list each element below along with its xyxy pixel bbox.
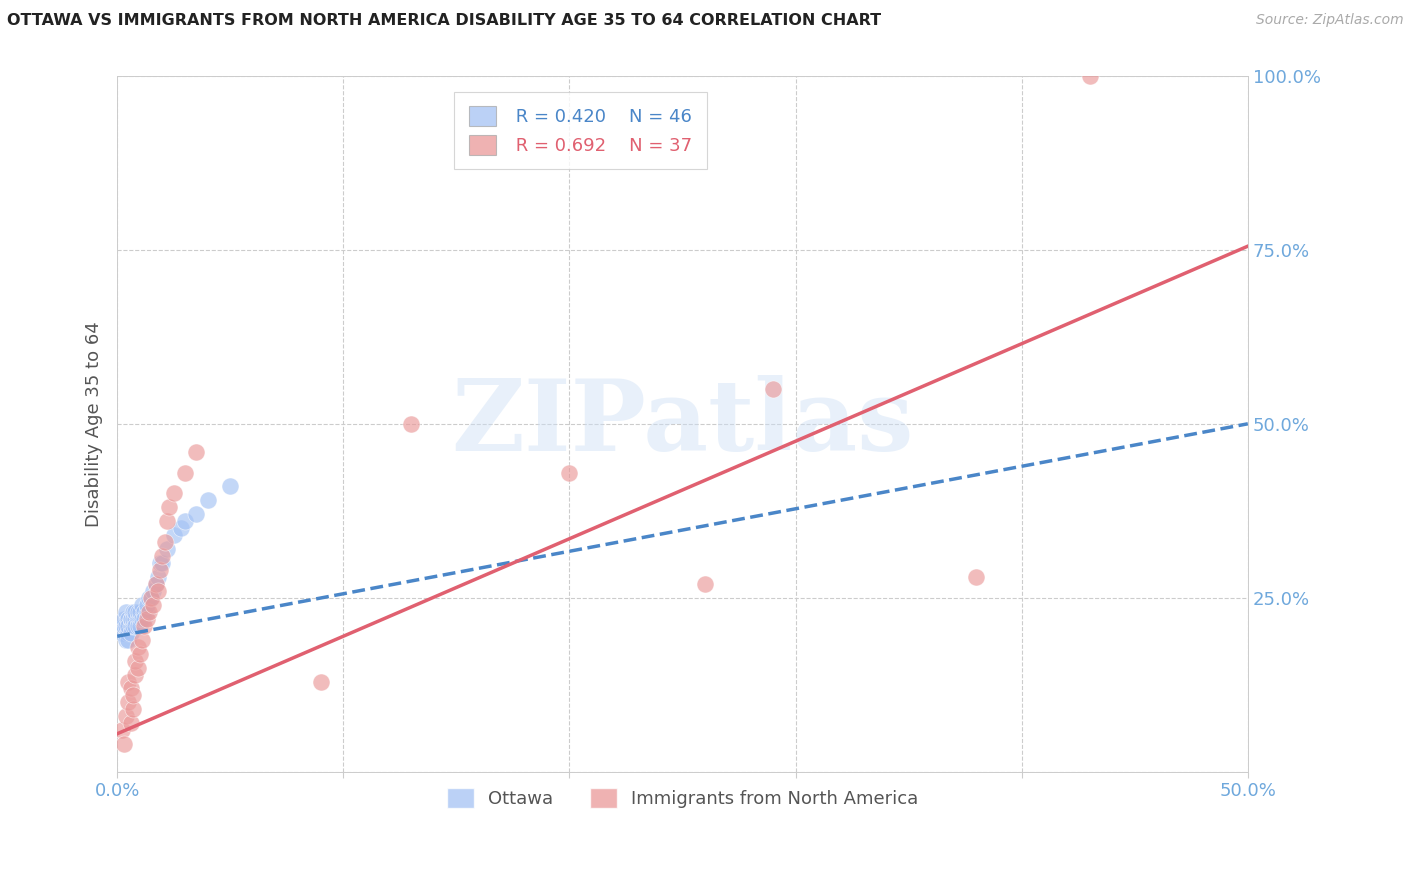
- Point: [146, 570, 169, 584]
- Point: [112, 612, 135, 626]
- Legend: Ottawa, Immigrants from North America: Ottawa, Immigrants from North America: [440, 781, 925, 815]
- Point: [149, 563, 172, 577]
- Point: [186, 444, 208, 458]
- Point: [111, 625, 134, 640]
- Point: [120, 612, 142, 626]
- Point: [120, 612, 142, 626]
- Point: [156, 514, 179, 528]
- Point: [117, 632, 139, 647]
- Point: [139, 591, 162, 605]
- Point: [157, 500, 180, 515]
- Point: [124, 619, 146, 633]
- Point: [117, 619, 139, 633]
- Point: [153, 535, 176, 549]
- Point: [120, 625, 142, 640]
- Point: [124, 654, 146, 668]
- Point: [1078, 69, 1101, 83]
- Point: [128, 612, 150, 626]
- Point: [120, 619, 142, 633]
- Point: [124, 605, 146, 619]
- Point: [120, 716, 142, 731]
- Point: [127, 619, 149, 633]
- Text: Source: ZipAtlas.com: Source: ZipAtlas.com: [1256, 13, 1403, 28]
- Point: [219, 479, 242, 493]
- Text: ZIPatlas: ZIPatlas: [451, 376, 914, 472]
- Point: [186, 508, 208, 522]
- Point: [117, 625, 139, 640]
- Point: [134, 619, 156, 633]
- Point: [128, 619, 150, 633]
- Point: [127, 612, 149, 626]
- Point: [127, 605, 149, 619]
- Point: [145, 577, 167, 591]
- Point: [124, 667, 146, 681]
- Point: [966, 570, 988, 584]
- Point: [131, 632, 153, 647]
- Point: [122, 612, 145, 626]
- Point: [152, 556, 174, 570]
- Point: [134, 605, 156, 619]
- Point: [163, 528, 186, 542]
- Point: [115, 619, 138, 633]
- Point: [174, 514, 197, 528]
- Point: [135, 598, 157, 612]
- Point: [128, 647, 150, 661]
- Point: [139, 591, 162, 605]
- Point: [115, 605, 138, 619]
- Point: [169, 521, 191, 535]
- Point: [149, 556, 172, 570]
- Point: [111, 723, 134, 738]
- Point: [174, 466, 197, 480]
- Point: [309, 674, 332, 689]
- Point: [117, 695, 139, 709]
- Point: [117, 674, 139, 689]
- Text: OTTAWA VS IMMIGRANTS FROM NORTH AMERICA DISABILITY AGE 35 TO 64 CORRELATION CHAR: OTTAWA VS IMMIGRANTS FROM NORTH AMERICA …: [7, 13, 882, 29]
- Point: [112, 737, 135, 751]
- Point: [558, 466, 581, 480]
- Point: [762, 382, 785, 396]
- Point: [142, 584, 165, 599]
- Point: [156, 542, 179, 557]
- Point: [163, 486, 186, 500]
- Point: [127, 660, 149, 674]
- Point: [135, 612, 157, 626]
- Point: [145, 577, 167, 591]
- Point: [142, 598, 165, 612]
- Point: [128, 605, 150, 619]
- Point: [131, 598, 153, 612]
- Point: [122, 619, 145, 633]
- Point: [122, 702, 145, 716]
- Point: [131, 612, 153, 626]
- Point: [127, 640, 149, 654]
- Point: [146, 584, 169, 599]
- Point: [399, 417, 422, 431]
- Point: [124, 612, 146, 626]
- Point: [120, 681, 142, 696]
- Point: [138, 591, 160, 605]
- Point: [138, 605, 160, 619]
- Point: [134, 612, 156, 626]
- Point: [112, 619, 135, 633]
- Point: [115, 632, 138, 647]
- Y-axis label: Disability Age 35 to 64: Disability Age 35 to 64: [86, 321, 103, 526]
- Point: [122, 605, 145, 619]
- Point: [695, 577, 717, 591]
- Point: [122, 689, 145, 703]
- Point: [135, 605, 157, 619]
- Point: [152, 549, 174, 563]
- Point: [197, 493, 219, 508]
- Point: [115, 709, 138, 723]
- Point: [117, 612, 139, 626]
